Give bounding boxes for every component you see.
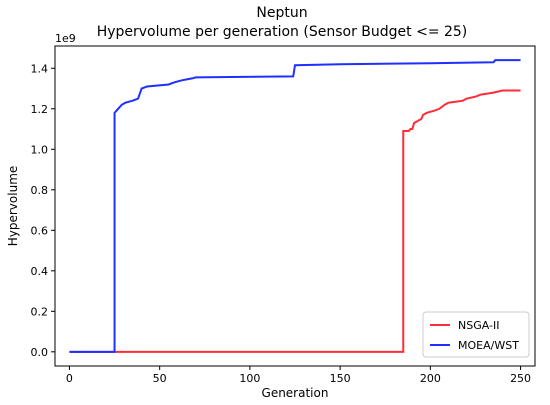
plot-area: [69, 59, 521, 353]
x-axis-label: Generation: [262, 386, 329, 400]
chart-title: Neptun: [256, 5, 307, 21]
legend-label-0: NSGA-II: [458, 319, 499, 332]
series-line-1: [69, 59, 521, 353]
x-tick-label: 0: [66, 372, 73, 385]
axes-frame: [54, 45, 536, 367]
chart-subtitle: Hypervolume per generation (Sensor Budge…: [97, 24, 468, 40]
legend: NSGA-II MOEA/WST: [422, 311, 530, 358]
y-tick-label: 1.0: [31, 143, 49, 156]
axes: 0 50 100 150 200 250 0.0 0.2 0.4 0.6 0.8 1.0 1.2 1.4: [31, 45, 536, 385]
x-tick-label: 100: [239, 372, 260, 385]
y-axis-label: Hypervolume: [6, 166, 20, 247]
y-tick-label: 0.6: [31, 224, 49, 237]
legend-label-1: MOEA/WST: [458, 339, 519, 352]
x-tick-label: 150: [330, 372, 351, 385]
x-tick-label: 250: [510, 372, 531, 385]
y-tick-label: 1.2: [31, 103, 49, 116]
y-tick-label: 0.8: [31, 184, 49, 197]
y-axis-offset-label: 1e9: [55, 32, 76, 45]
y-tick-label: 0.2: [31, 305, 49, 318]
y-tick-label: 1.4: [31, 62, 49, 75]
x-tick-label: 50: [153, 372, 167, 385]
y-tick-label: 0.4: [31, 265, 49, 278]
series-line-0: [69, 89, 521, 353]
x-tick-label: 200: [420, 372, 441, 385]
y-tick-label: 0.0: [31, 346, 49, 359]
